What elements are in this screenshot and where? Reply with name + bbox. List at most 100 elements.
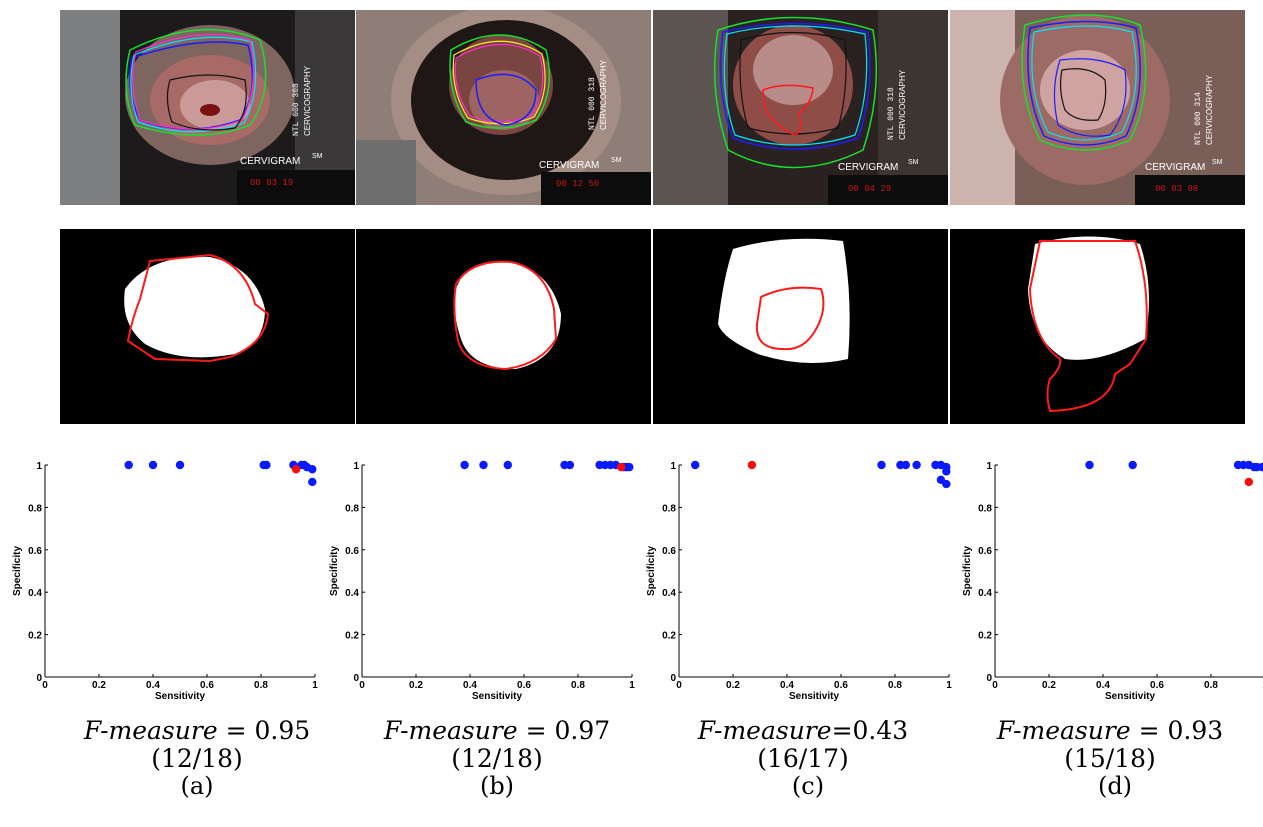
segmentation-mask-b (356, 229, 651, 424)
sm-label-b: SM (611, 157, 622, 164)
y-tick-label: 0.4 (662, 588, 676, 599)
blue-data-point-a (148, 460, 158, 470)
scatter-chart-c: 0 0.2 0.4 0.6 0.8 1 0 0.2 0.4 0.6 0.8 1 Sensitivity S… (646, 460, 952, 702)
y-tick-label: 0 (353, 673, 359, 684)
blue-data-point-d (1085, 460, 1094, 470)
y-tick-label: 0.8 (28, 503, 42, 514)
y-axis-label: Specificity (962, 546, 973, 596)
brand-label-c: CERVIGRAM (838, 162, 898, 173)
blue-data-point-c (942, 479, 951, 489)
blue-data-point-a (308, 477, 317, 487)
y-tick-label: 0.4 (345, 588, 359, 599)
f-measure-label-a: F-measure (83, 716, 218, 745)
panel-letter-a: (a) (180, 772, 214, 800)
side-label2-b: CERVICOGRAPHY (599, 59, 608, 130)
x-tick-label: 0.4 (146, 680, 160, 691)
blue-data-point-c (942, 467, 951, 476)
x-tick-label: 0 (676, 680, 682, 691)
side-label2-d: CERVICOGRAPHY (1205, 74, 1214, 145)
f-measure-value-b: = 0.97 (525, 716, 611, 745)
caption-d: F-measure = 0.93 (15/18) (975, 717, 1245, 773)
y-tick-label: 1 (986, 461, 992, 472)
x-tick-label: 1 (946, 680, 952, 691)
blue-data-point-b (479, 460, 488, 470)
x-tick-label: 0.6 (200, 680, 214, 691)
y-tick-label: 0.8 (978, 503, 992, 514)
blue-data-point-a (308, 465, 317, 474)
blue-data-point-b (565, 460, 575, 470)
y-tick-label: 0 (986, 673, 992, 684)
y-tick-label: 1 (353, 461, 359, 472)
red-data-point-d (1244, 477, 1253, 487)
red-data-point-a (291, 465, 301, 474)
f-measure-label-d: F-measure (996, 716, 1131, 745)
side-label2-a: CERVICOGRAPHY (303, 65, 312, 136)
y-tick-label: 0.6 (345, 546, 359, 557)
x-tick-label: 0.6 (1150, 680, 1164, 691)
x-axis-label: Sensitivity (1105, 691, 1155, 702)
fraction-a: (12/18) (151, 744, 243, 773)
cervix-photo-d: CERVIGRAM SM NTL 000 314 CERVICOGRAPHY 0… (950, 10, 1245, 205)
side-label-d: NTL 000 314 (1194, 92, 1203, 145)
y-tick-label: 0.2 (978, 631, 992, 642)
panel-letter-c: (c) (791, 772, 825, 800)
blue-data-point-b (503, 460, 512, 470)
fraction-b: (12/18) (451, 744, 543, 773)
x-tick-label: 0.4 (463, 680, 477, 691)
y-tick-label: 0.6 (28, 546, 42, 557)
side-label2-c: CERVICOGRAPHY (898, 69, 907, 140)
x-tick-label: 0 (42, 680, 48, 691)
blue-data-point-b (625, 462, 634, 472)
x-tick-label: 0.8 (888, 680, 902, 691)
x-tick-label: 0.8 (254, 680, 268, 691)
red-data-point-b (617, 462, 626, 472)
x-tick-label: 1 (629, 680, 635, 691)
x-tick-label: 0.2 (409, 680, 423, 691)
x-tick-label: 0 (992, 680, 998, 691)
x-tick-label: 0.2 (92, 680, 106, 691)
y-tick-label: 0.4 (978, 588, 992, 599)
cervix-photo-b: CERVIGRAM SM NTL 000 318 CERVICOGRAPHY 0… (356, 10, 651, 205)
blue-data-point-a (262, 460, 271, 470)
stamp-a: 00 03 19 (250, 178, 293, 188)
blue-data-point-a (175, 460, 185, 470)
sm-label-d: SM (1212, 159, 1223, 166)
x-tick-label: 1 (312, 680, 318, 691)
y-tick-label: 0 (36, 673, 42, 684)
sm-label-a: SM (312, 153, 323, 160)
y-axis-label: Specificity (646, 546, 657, 596)
scatter-chart-a: 0 0.2 0.4 0.6 0.8 1 0 0.2 0.4 0.6 0.8 1 Sensitivity S… (12, 460, 318, 702)
y-tick-label: 0 (670, 673, 676, 684)
blue-data-point-c (877, 460, 886, 470)
blue-data-point-b (460, 460, 469, 470)
stamp-c: 00 04 29 (848, 184, 891, 194)
blue-data-point-c (901, 460, 910, 470)
caption-a: F-measure = 0.95 (12/18) (62, 717, 332, 773)
y-tick-label: 0.2 (28, 631, 42, 642)
blue-data-point-d (1128, 460, 1137, 470)
x-axis-label: Sensitivity (472, 691, 522, 702)
blue-data-point-c (912, 460, 921, 470)
x-tick-label: 0.8 (571, 680, 585, 691)
f-measure-value-c: =0.43 (831, 716, 909, 745)
y-tick-label: 0.2 (345, 631, 359, 642)
stamp-d: 00 03 88 (1155, 184, 1198, 194)
brand-label-b: CERVIGRAM (539, 160, 599, 171)
y-tick-label: 1 (36, 461, 42, 472)
x-tick-label: 0.6 (834, 680, 848, 691)
cervix-photo-a: CERVIGRAM SM NTL 000 308 CERVICOGRAPHY 0… (60, 10, 355, 205)
f-measure-label-c: F-measure (697, 716, 832, 745)
x-tick-label: 0.2 (726, 680, 740, 691)
brand-label-a: CERVIGRAM (240, 156, 300, 167)
caption-c: F-measure=0.43 (16/17) (668, 717, 938, 773)
y-tick-label: 0.2 (662, 631, 676, 642)
y-tick-label: 0.8 (662, 503, 676, 514)
stamp-b: 00 12 56 (556, 179, 599, 189)
x-tick-label: 0.2 (1042, 680, 1056, 691)
segmentation-mask-c (653, 229, 948, 424)
y-axis-label: Specificity (329, 546, 340, 596)
blue-data-point-d (1258, 462, 1263, 472)
sm-label-c: SM (908, 159, 919, 166)
x-axis-label: Sensitivity (155, 691, 205, 702)
y-axis-label: Specificity (12, 546, 23, 596)
